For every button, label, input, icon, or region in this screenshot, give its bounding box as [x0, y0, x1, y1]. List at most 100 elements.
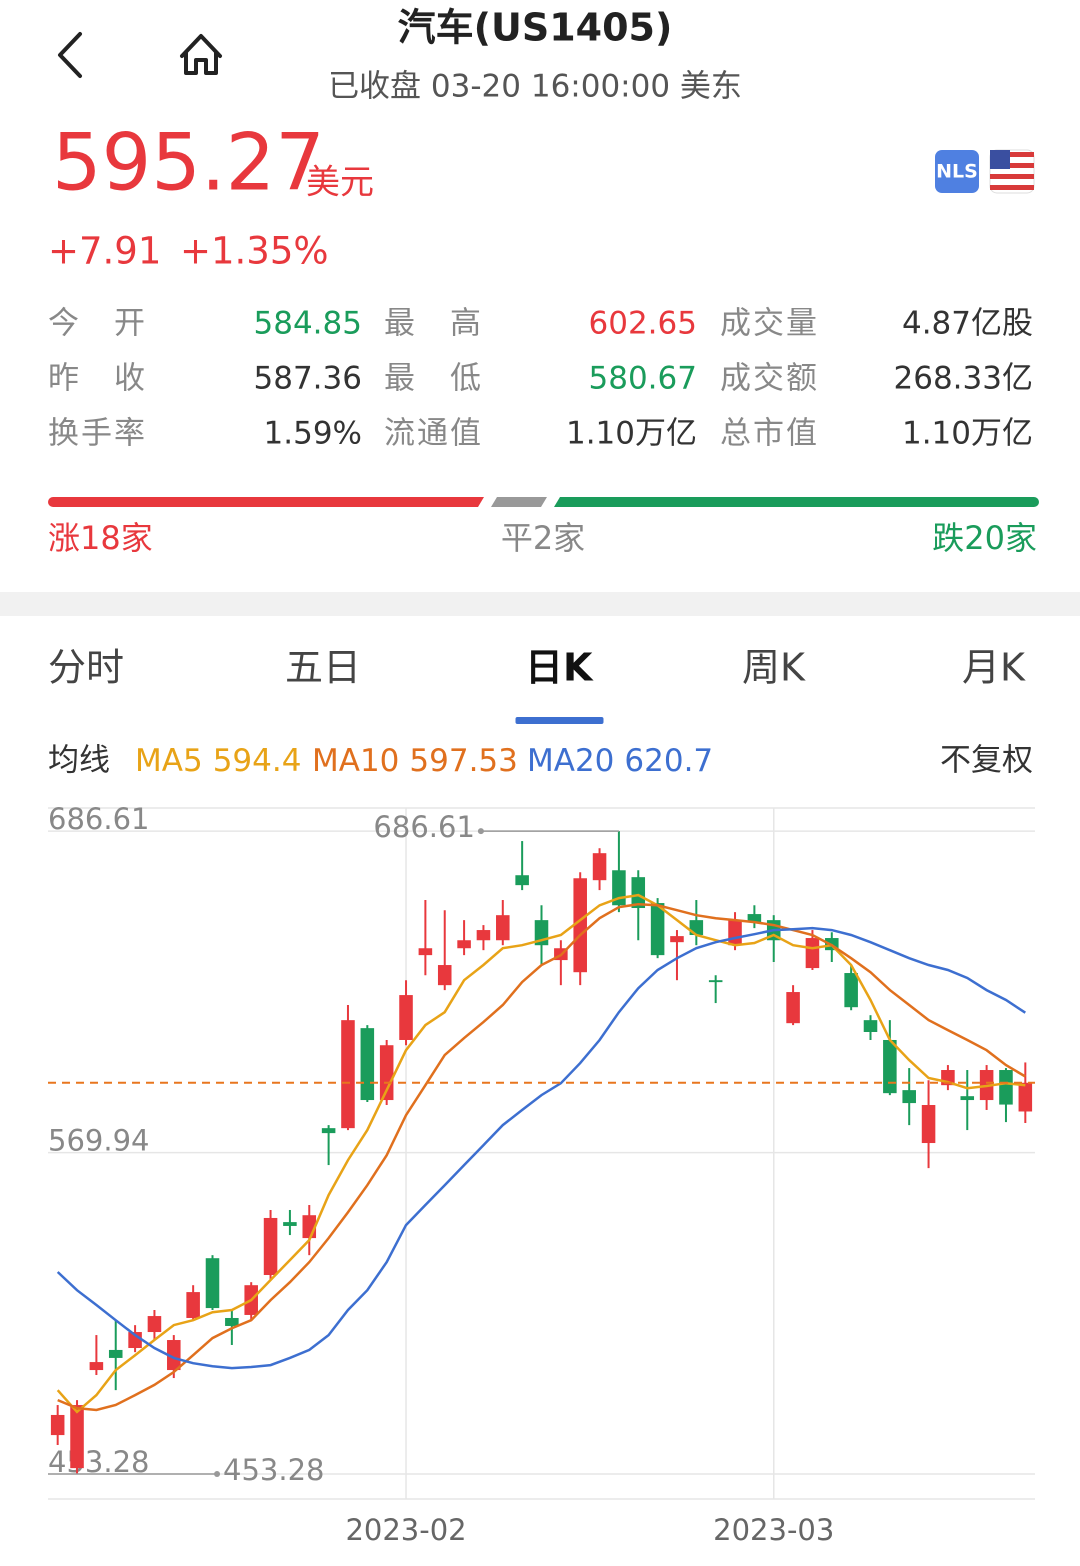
indicator-label: 均线: [48, 743, 110, 779]
period-tab[interactable]: 五日: [285, 646, 361, 690]
price-change: +7.91: [48, 230, 161, 273]
period-tab[interactable]: 分时: [48, 646, 124, 690]
candle-body: [747, 914, 762, 923]
legend-value: 594.4: [213, 743, 302, 779]
legend-value: 620.7: [624, 743, 713, 779]
candle-body: [418, 948, 433, 956]
stat-value: 580.67: [589, 361, 697, 397]
ma-legend: MA5 594.4 MA10 597.53 MA20 620.7: [135, 743, 713, 779]
candle-body: [225, 1317, 239, 1326]
candle-body: [476, 930, 491, 941]
candle-body: [437, 965, 452, 986]
candle-body: [108, 1349, 123, 1358]
candle-body: [205, 1258, 220, 1309]
period-tab[interactable]: 日K: [525, 646, 594, 690]
candle-body: [1018, 1082, 1033, 1112]
candle-body: [360, 1028, 375, 1101]
high-annotation-dot: [477, 828, 484, 835]
legend-value: 597.53: [409, 743, 517, 779]
price: 595.27: [52, 118, 325, 208]
candle-body: [708, 980, 723, 983]
legend-entry: MA5 594.4: [135, 743, 301, 779]
stat-value: 584.85: [254, 306, 362, 342]
breadth-flat: 平2家: [501, 519, 585, 557]
breadth-down: 跌20家: [932, 519, 1037, 557]
candle-body: [573, 878, 587, 973]
period-tab[interactable]: 月K: [962, 646, 1026, 690]
ma-line: [57, 902, 1026, 1412]
ma-line: [56, 926, 1026, 1370]
candle-body: [341, 1020, 355, 1129]
candle-body: [805, 938, 820, 969]
candle-body: [844, 973, 858, 1008]
stat-label: 总市值: [720, 416, 817, 452]
section-divider: [0, 592, 1080, 616]
legend-entry: MA10 597.53: [312, 743, 518, 779]
candle-body: [960, 1096, 975, 1101]
candle-body: [496, 915, 510, 941]
candle-body: [89, 1362, 104, 1371]
stat-label: 换手率: [48, 416, 145, 452]
us-flag: [989, 149, 1035, 194]
stat-value: 1.10万亿: [902, 416, 1033, 452]
candle-body: [786, 992, 800, 1024]
candle-body: [457, 940, 471, 949]
adjust-mode[interactable]: 不复权: [940, 743, 1033, 779]
candle-body: [283, 1222, 297, 1226]
home-button[interactable]: [180, 34, 222, 75]
breadth-flat-bar: [491, 497, 547, 507]
market-badge: [935, 150, 979, 193]
candle-body: [321, 1128, 336, 1134]
candle-body: [631, 877, 646, 909]
period-tabs: 分时 五日 日K 周K 月K: [48, 646, 1026, 724]
candle-body: [921, 1105, 936, 1144]
high-annotation: 686.61: [373, 810, 474, 844]
candle-body: [167, 1340, 181, 1371]
candle-body: [263, 1217, 278, 1276]
low-annotation: 453.28: [223, 1453, 324, 1487]
candle-body: [592, 853, 607, 881]
stat-value: 268.33亿: [894, 361, 1033, 397]
candle-body: [379, 1045, 394, 1101]
legend-name: MA20: [527, 743, 614, 779]
stat-value: 1.59%: [264, 416, 362, 452]
stat-label: 成交量: [720, 306, 817, 342]
breadth-up-bar: [48, 497, 484, 507]
candle-body: [728, 920, 742, 946]
candle-body: [186, 1292, 200, 1318]
legend-name: MA5: [135, 743, 203, 779]
breadth-down-bar: [554, 497, 1039, 507]
price-unit: 美元: [306, 163, 374, 203]
candle-body: [399, 995, 413, 1040]
stat-value: 4.87亿股: [902, 306, 1033, 342]
candle-body: [650, 903, 665, 956]
stat-label: 流通值: [384, 416, 481, 452]
x-tick-label: 2023-03: [713, 1513, 834, 1547]
candle-body: [147, 1316, 162, 1333]
breadth-up: 涨18家: [48, 519, 153, 557]
ma-line: [56, 893, 1026, 1414]
stat-value: 1.10万亿: [566, 416, 697, 452]
candle-body: [670, 936, 684, 943]
low-annotation-dot: [214, 1470, 221, 1477]
x-tick-label: 2023-02: [345, 1513, 466, 1547]
y-tick-label: 686.61: [48, 802, 149, 836]
back-button[interactable]: [58, 32, 82, 78]
stat-value: 587.36: [254, 361, 362, 397]
candle-body: [50, 1414, 65, 1436]
candle-body: [999, 1070, 1013, 1105]
active-tab-indicator: [515, 717, 604, 724]
legend-name: MA10: [312, 743, 399, 779]
stat-value: 602.65: [589, 306, 697, 342]
candle-body: [902, 1090, 916, 1104]
legend-entry: MA20 620.7: [527, 743, 713, 779]
period-tab[interactable]: 周K: [742, 646, 806, 690]
price-change-pct: +1.35%: [180, 230, 329, 273]
candle-body: [70, 1405, 84, 1469]
candle-body: [515, 875, 529, 886]
